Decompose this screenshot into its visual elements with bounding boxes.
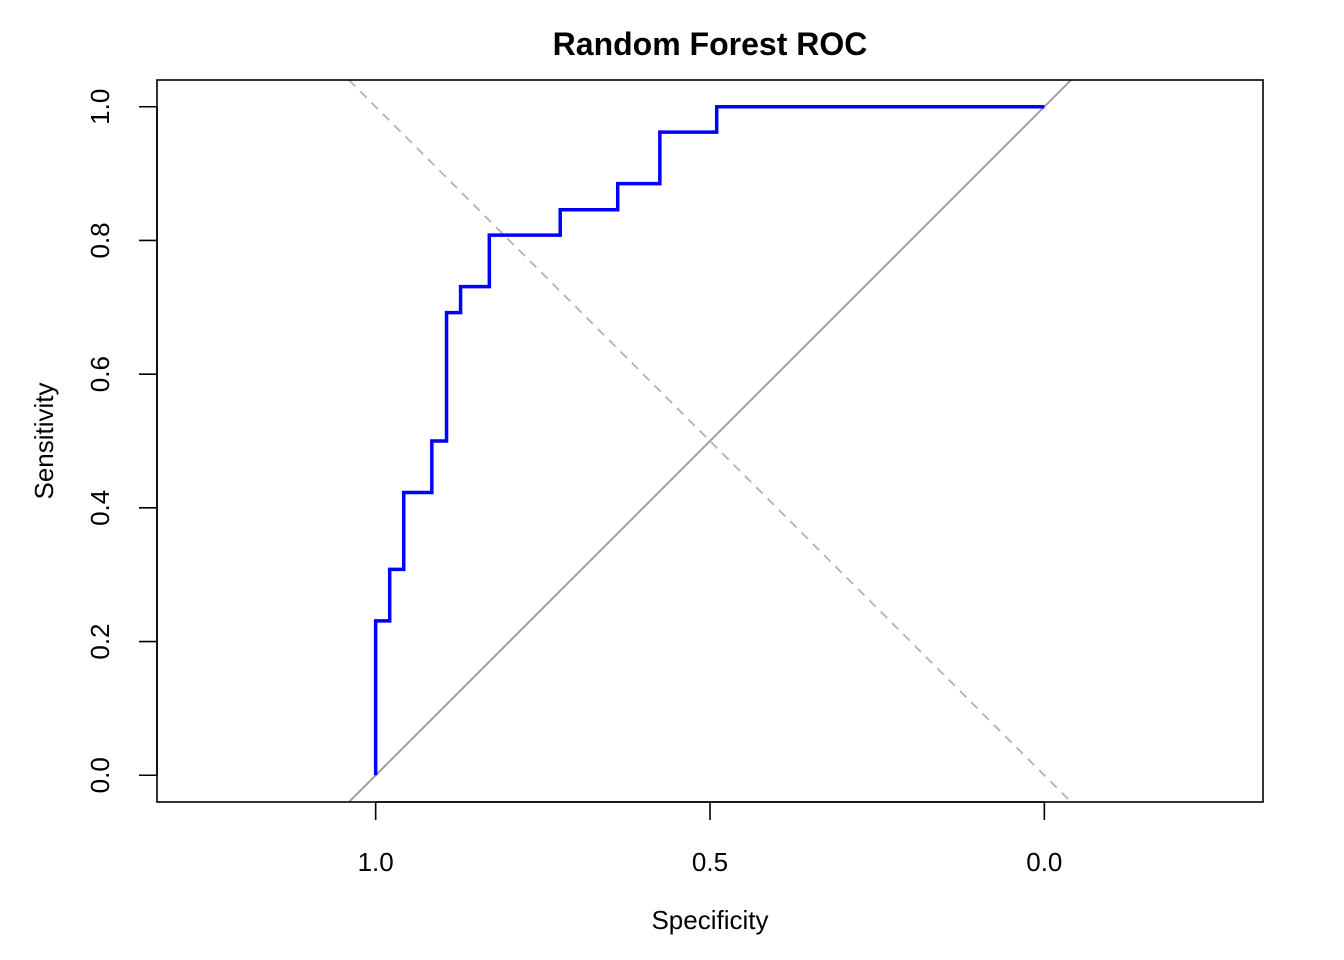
plot-area: 1.0 0.5 0.0 0.0 0.2 0.4 0.6 0.8 1.0 [85, 79, 1264, 877]
y-tick-label: 0.0 [85, 757, 115, 793]
y-tick-label: 0.8 [85, 222, 115, 258]
x-tick-label: 0.0 [1026, 847, 1062, 877]
chance-diagonal-line [348, 80, 1072, 802]
y-tick-label: 1.0 [85, 89, 115, 125]
x-tick-label: 0.5 [692, 847, 728, 877]
y-axis-label: Sensitivity [29, 382, 59, 499]
x-tick-label: 1.0 [358, 847, 394, 877]
anti-diagonal-line [348, 80, 1072, 802]
y-tick-label: 0.4 [85, 490, 115, 526]
plot-clip-group [348, 80, 1072, 802]
roc-curve-line [373, 104, 1045, 776]
y-tick-label: 0.6 [85, 356, 115, 392]
chart-title: Random Forest ROC [553, 26, 868, 62]
x-axis-label: Specificity [651, 905, 768, 935]
y-tick-label: 0.2 [85, 623, 115, 659]
